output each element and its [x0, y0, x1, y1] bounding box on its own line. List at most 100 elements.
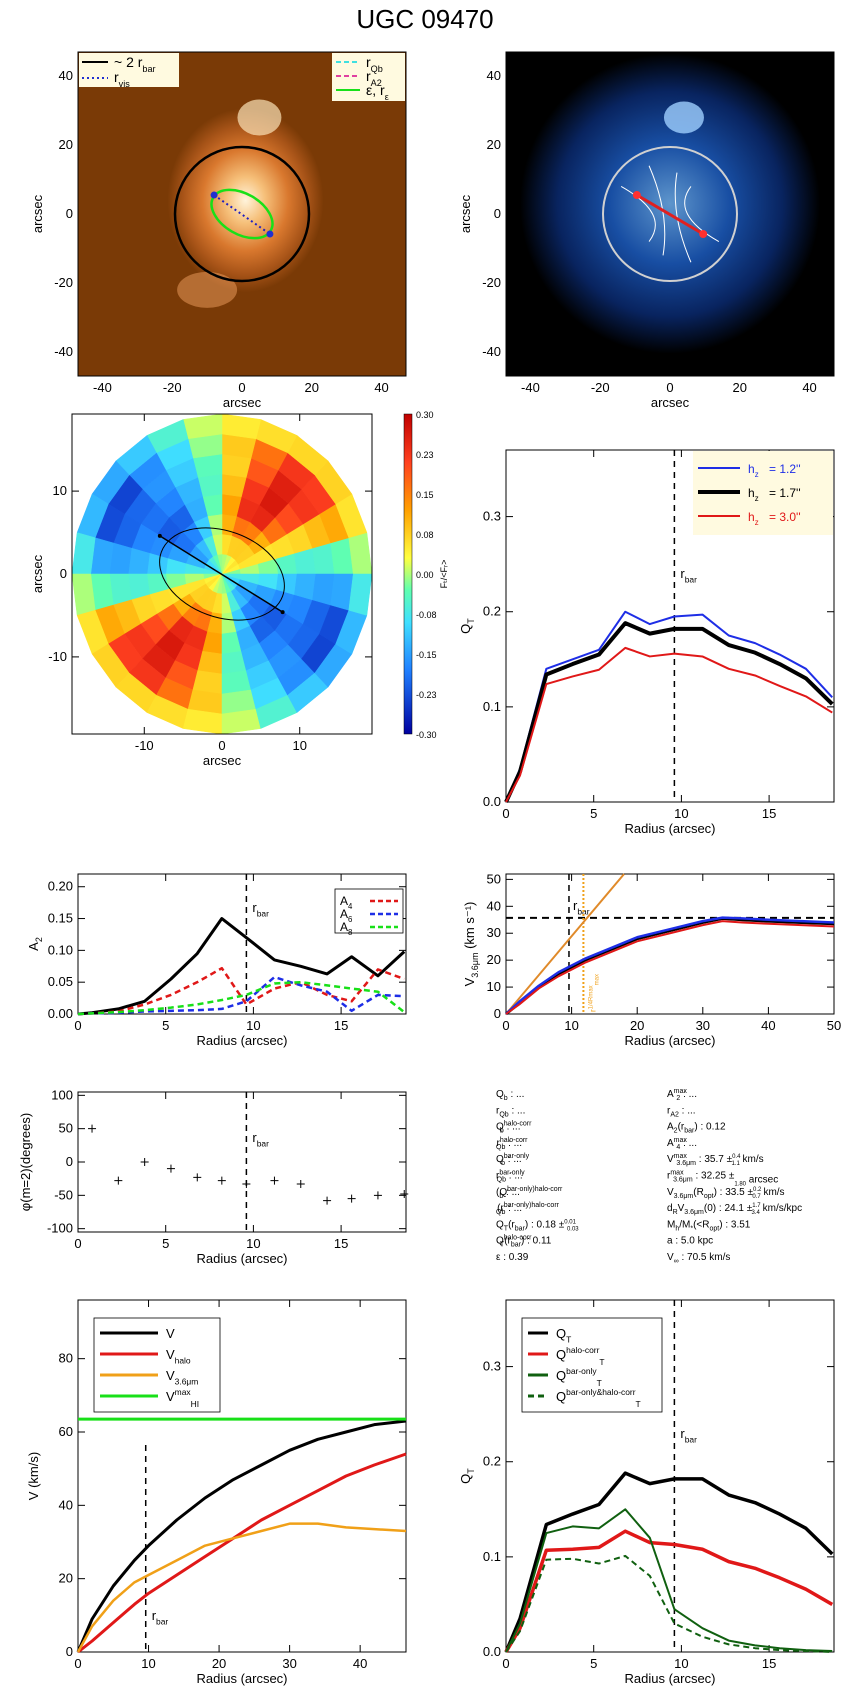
x-tick-label: 5	[590, 1656, 597, 1671]
y-tick-label: 10	[487, 979, 501, 994]
legend-label: hz	[748, 462, 759, 479]
legend-label: A6	[340, 907, 352, 924]
rbar-label: rbar	[680, 1426, 697, 1445]
force-map-cell	[221, 708, 262, 735]
x-tick-label: 15	[762, 1656, 776, 1671]
x-axis-label: Radius (arcsec)	[624, 1033, 715, 1048]
y-tick-label: 20	[59, 137, 73, 152]
legend-label: ε, rε	[366, 82, 389, 102]
y-axis-label: arcsec	[30, 554, 45, 593]
x-tick-label: 50	[827, 1018, 841, 1033]
force-map-cell	[221, 413, 262, 440]
y-tick-label: 0	[66, 206, 73, 221]
colorbar-tick-label: -0.23	[416, 690, 437, 700]
slope-line	[505, 873, 625, 1015]
bar-endpoint	[157, 533, 162, 538]
bar-endpoint	[699, 229, 708, 238]
y-tick-label: -40	[482, 344, 501, 359]
plot-p4: 0 5 10 15 0.0 0.1 0.2 0.3 Radius (arcsec) rbar hz =…	[458, 449, 835, 836]
contour-line	[648, 165, 666, 256]
data-point	[373, 1191, 382, 1200]
legend-label: QT	[556, 1326, 571, 1345]
colorbar-tick-label: -0.30	[416, 730, 437, 740]
ellipse-fit	[159, 527, 285, 621]
legend-value: = 1.7''	[769, 486, 801, 500]
x-tick-label: 0	[502, 1018, 509, 1033]
legend-label: A4	[340, 894, 353, 911]
x-axis-label: Radius (arcsec)	[196, 1251, 287, 1266]
rbar-label: rbar	[252, 1130, 269, 1149]
series-line	[505, 646, 833, 803]
y-tick-label: 80	[59, 1351, 73, 1366]
x-tick-label: 20	[212, 1656, 226, 1671]
param-left-1: rQb : ...	[496, 1105, 525, 1118]
y-tick-label: -10	[48, 649, 67, 664]
y-axis-label: QT	[458, 618, 476, 634]
param-right-0: Amax 2 : ...	[667, 1088, 697, 1102]
param-left-3: rhalo-corr Qb : ...	[496, 1137, 528, 1151]
x-tick-label: 20	[630, 1018, 644, 1033]
plot-p7: 0 5 10 15 -100 -50 0 50 100 Radius (arcsec) rbar φ(…	[18, 1087, 409, 1266]
vis-line	[213, 194, 271, 235]
bar-circle	[173, 145, 311, 283]
plot-frame	[71, 413, 373, 735]
y-tick-label: 0	[66, 1644, 73, 1659]
y-tick-label: 20	[487, 952, 501, 967]
plot-frame	[505, 449, 835, 803]
parameter-table: Qb : ... rQb : ... Qhalo-corr b : ... rhalo-…	[496, 1088, 802, 1265]
y-axis-label: φ(m=2)(degrees)	[18, 1113, 33, 1211]
x-tick-label: 0	[74, 1656, 81, 1671]
y-tick-label: 10	[53, 483, 67, 498]
y-tick-label: 0.05	[48, 974, 73, 989]
y-tick-label: 100	[51, 1087, 73, 1102]
force-map-cell	[348, 573, 373, 616]
data-point	[323, 1196, 332, 1205]
y-tick-label: 0.1	[483, 699, 501, 714]
legend: QTQhalo-corrTQbar-onlyTQbar-only&halo-co…	[521, 1317, 663, 1413]
x-tick-label: 30	[696, 1018, 710, 1033]
legend-label: VmaxHI	[166, 1387, 199, 1409]
series-line	[76, 1419, 407, 1653]
x-axis-label: Radius (arcsec)	[196, 1671, 287, 1686]
param-left-6: (Qbar-only)halo-corr b : ...	[496, 1186, 563, 1200]
galaxy-disk	[167, 108, 324, 293]
force-map-cell	[71, 573, 96, 616]
data-point	[270, 1176, 279, 1185]
x-tick-label: 20	[305, 380, 319, 395]
legend-label: rQb	[366, 54, 383, 74]
colorbar-tick-label: 0.00	[416, 570, 434, 580]
colorbar: 0.30 0.23 0.15 0.08 0.00 -0.08 -0.15 -0.23 -0.30…	[403, 410, 449, 740]
param-right-6: V3.6μm(Ropt) : 33.5 ±0.2 0.7 km/s	[667, 1187, 785, 1200]
plot-p5: 0 5 10 15 0.00 0.05 0.10 0.15 0.20 Radius (arcsec…	[26, 873, 407, 1048]
param-left-2: Qhalo-corr b : ...	[496, 1121, 532, 1135]
param-right-5: rmax 3.6μm : 32.25 ±1.80 arcsec	[667, 1170, 778, 1188]
legend: hz = 1.2'' hz = 1.7'' hz = 3.0''	[693, 451, 833, 535]
rmax-label: r1/4Rmaxmax	[588, 974, 600, 1012]
data-point	[217, 1176, 226, 1185]
x-tick-label: -40	[93, 380, 112, 395]
legend-label: Qbar-only&halo-corrT	[556, 1387, 641, 1409]
legend-value: = 3.0''	[769, 510, 801, 524]
x-tick-label: -10	[135, 738, 154, 753]
galaxy-knot	[663, 101, 704, 134]
x-tick-label: -20	[163, 380, 182, 395]
colorbar-tick-label: -0.08	[416, 610, 437, 620]
param-left-10: ε : 0.39	[496, 1252, 529, 1263]
plot-frame	[77, 51, 407, 377]
series-line	[77, 966, 405, 1016]
plot-frame	[505, 873, 835, 1015]
param-right-1: rA2 : ...	[667, 1105, 696, 1118]
x-tick-label: 10	[246, 1018, 260, 1033]
y-tick-label: 0	[60, 566, 67, 581]
y-tick-label: 0.1	[483, 1549, 501, 1564]
y-tick-label: 0.0	[483, 794, 501, 809]
param-right-3: Amax 4 : ...	[667, 1137, 697, 1151]
bar-circle	[602, 146, 738, 282]
data-point	[400, 1190, 409, 1198]
x-tick-label: 0	[238, 380, 245, 395]
vis-endpoint	[210, 191, 218, 199]
legend-label: Vhalo	[166, 1347, 191, 1366]
galaxy-disk	[520, 53, 820, 354]
x-tick-label: 0	[502, 1656, 509, 1671]
